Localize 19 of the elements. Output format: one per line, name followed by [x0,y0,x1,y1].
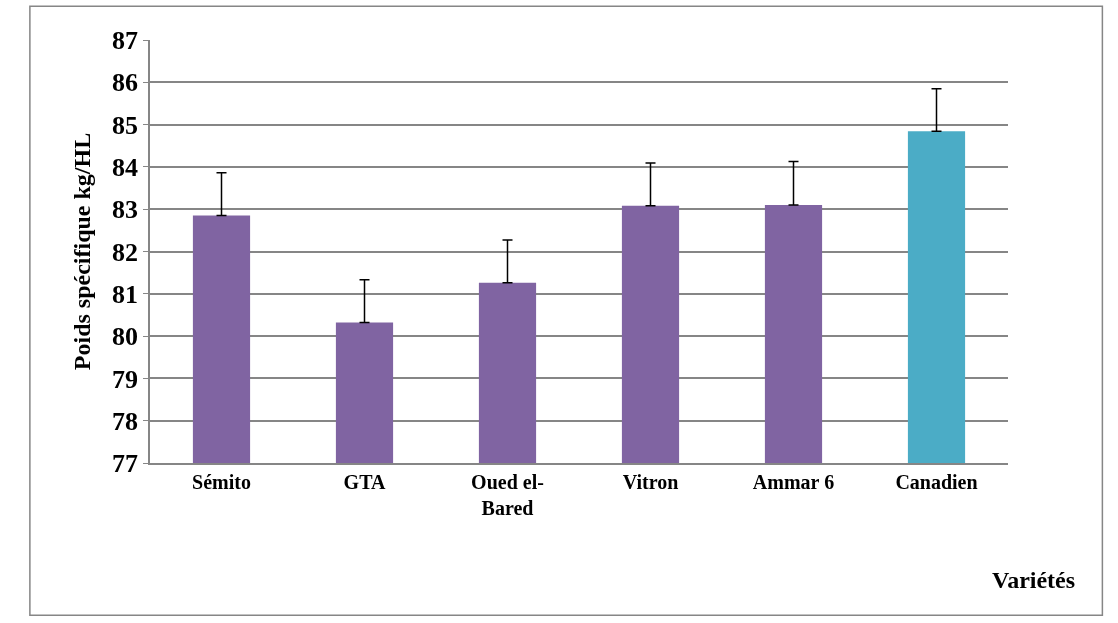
y-tick-label: 87 [112,26,139,56]
y-tick-label: 78 [112,406,139,436]
y-tick-label: 79 [112,364,139,394]
y-tick-label: 80 [112,322,139,352]
y-tick-label: 82 [112,237,139,267]
y-tick-label: 85 [112,110,139,140]
y-axis-title: Poids spécifique kg/HL [68,132,95,371]
y-tick-label: 81 [112,279,139,309]
x-tick-label: Ammar 6 [752,470,835,493]
x-tick-label: Canadien [895,470,978,493]
x-tick-label: Sémito [192,470,251,493]
x-tick-label: GTA [343,470,386,493]
x-tick-label: Oued el- Bared [471,470,544,519]
y-tick-label: 86 [112,68,139,98]
x-tick-label: Vitron [622,470,679,493]
y-tick-label: 84 [112,153,139,182]
y-tick-label: 83 [112,195,139,225]
y-tick-label: 77 [112,449,139,479]
x-axis-title: Variétés [992,567,1076,593]
